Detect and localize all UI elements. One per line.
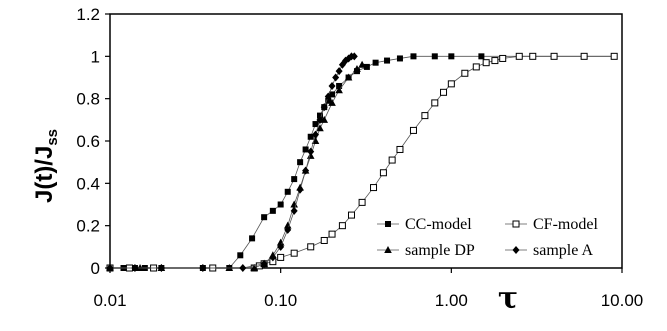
data-point bbox=[285, 189, 291, 195]
data-point bbox=[432, 100, 438, 106]
legend-item: CC-model bbox=[377, 216, 472, 233]
data-point bbox=[329, 82, 336, 90]
series-cf-model bbox=[107, 53, 617, 271]
data-point bbox=[410, 53, 416, 59]
data-point bbox=[348, 212, 354, 218]
series-sample-a bbox=[107, 52, 358, 272]
data-point bbox=[397, 55, 403, 61]
data-point bbox=[308, 244, 314, 250]
data-point bbox=[321, 237, 327, 243]
y-tick-label: 0.4 bbox=[76, 174, 100, 193]
y-tick-label: 0 bbox=[91, 259, 100, 278]
x-axis-ticks: 0.01 0.10 1.00 10.00 bbox=[93, 268, 643, 310]
data-point bbox=[371, 185, 377, 191]
data-point bbox=[291, 176, 297, 182]
x-tick-label: 10.00 bbox=[601, 291, 644, 310]
data-point bbox=[441, 89, 447, 95]
data-point bbox=[313, 121, 319, 127]
data-point bbox=[261, 214, 267, 220]
data-point bbox=[551, 53, 557, 59]
x-tick-label: 0.01 bbox=[93, 291, 126, 310]
data-point bbox=[516, 53, 522, 59]
data-point bbox=[397, 146, 403, 152]
y-axis-ticks: 0 0.2 0.4 0.6 0.8 1 1.2 bbox=[76, 5, 110, 278]
data-point bbox=[432, 53, 438, 59]
y-tick-label: 1.2 bbox=[76, 5, 100, 24]
data-point bbox=[297, 186, 304, 194]
series-cc-model bbox=[107, 53, 617, 271]
data-point bbox=[297, 159, 303, 165]
data-point bbox=[473, 64, 479, 70]
data-point bbox=[336, 67, 343, 75]
legend-marker bbox=[384, 246, 392, 253]
y-tick-label: 0.6 bbox=[76, 132, 100, 151]
data-point bbox=[611, 53, 617, 59]
data-point bbox=[448, 53, 454, 59]
data-point bbox=[410, 127, 416, 133]
y-tick-label: 0.2 bbox=[76, 217, 100, 236]
x-axis-label: τ bbox=[498, 281, 518, 316]
data-point bbox=[448, 81, 454, 87]
legend-marker bbox=[513, 221, 519, 227]
y-tick-label: 1 bbox=[91, 47, 100, 66]
legend-marker bbox=[385, 221, 391, 227]
legend-item: sample DP bbox=[377, 242, 475, 259]
legend: CC-model CF-model sample DP sample A bbox=[377, 216, 598, 259]
y-tick-label: 0.8 bbox=[76, 90, 100, 109]
legend-label: CF-model bbox=[533, 216, 598, 233]
data-point bbox=[373, 60, 379, 66]
data-point bbox=[291, 250, 297, 256]
series-line bbox=[110, 56, 614, 268]
x-tick-label: 0.10 bbox=[264, 291, 297, 310]
data-point bbox=[237, 252, 243, 258]
data-point bbox=[332, 74, 339, 82]
data-point bbox=[530, 53, 536, 59]
data-point bbox=[492, 58, 498, 64]
data-point bbox=[422, 113, 428, 119]
data-point bbox=[278, 254, 284, 260]
legend-marker bbox=[513, 246, 520, 254]
data-point bbox=[389, 157, 395, 163]
data-point bbox=[500, 55, 506, 61]
data-point bbox=[339, 223, 345, 229]
data-point bbox=[483, 60, 489, 66]
series-line bbox=[110, 56, 354, 268]
data-point bbox=[249, 235, 255, 241]
data-point bbox=[359, 199, 365, 205]
legend-label: sample DP bbox=[405, 242, 475, 259]
data-point bbox=[478, 53, 484, 59]
data-point bbox=[581, 53, 587, 59]
x-tick-label: 1.00 bbox=[435, 291, 468, 310]
legend-item: sample A bbox=[505, 242, 593, 259]
data-point bbox=[270, 208, 276, 214]
y-axis-label-main: J(t)/J bbox=[31, 146, 58, 203]
legend-label: CC-model bbox=[405, 216, 472, 233]
data-point bbox=[380, 170, 386, 176]
y-axis-label-sub: ss bbox=[44, 129, 61, 146]
data-point bbox=[278, 202, 284, 208]
data-point bbox=[329, 231, 335, 237]
legend-item: CF-model bbox=[505, 216, 598, 233]
data-point bbox=[384, 58, 390, 64]
data-point bbox=[239, 264, 246, 272]
data-point bbox=[462, 70, 468, 76]
y-axis-label: J(t)/Jss bbox=[31, 129, 61, 203]
series-line bbox=[110, 56, 614, 268]
legend-label: sample A bbox=[533, 242, 593, 259]
series-layer bbox=[106, 52, 617, 272]
